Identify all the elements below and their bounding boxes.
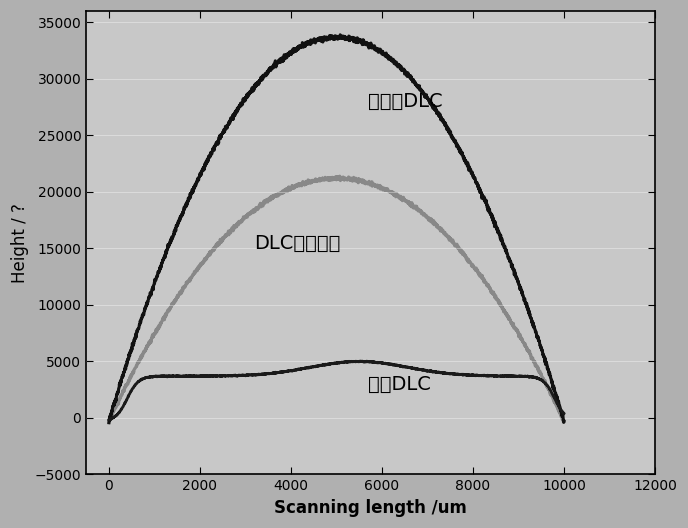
Y-axis label: Height / ?: Height / ? xyxy=(11,203,29,282)
Text: DLC多层薄膜: DLC多层薄膜 xyxy=(255,233,341,252)
Text: 含氢DLC: 含氢DLC xyxy=(368,375,431,394)
X-axis label: Scanning length /um: Scanning length /um xyxy=(274,499,467,517)
Text: 不含氢DLC: 不含氢DLC xyxy=(368,92,443,111)
